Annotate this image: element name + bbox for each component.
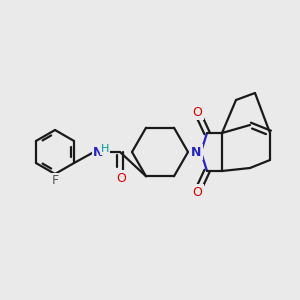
Text: F: F — [51, 175, 58, 188]
Text: O: O — [192, 185, 202, 199]
Text: O: O — [192, 106, 202, 118]
Text: O: O — [116, 172, 126, 184]
Text: N: N — [93, 146, 103, 158]
Text: H: H — [96, 147, 104, 157]
Text: N: N — [191, 146, 201, 158]
Text: H: H — [101, 144, 109, 154]
